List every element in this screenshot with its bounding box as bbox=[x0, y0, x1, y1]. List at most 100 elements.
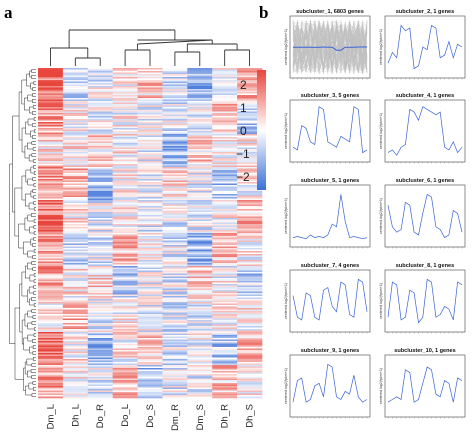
heatmap-cell bbox=[62, 237, 89, 240]
heatmap-cell bbox=[212, 354, 238, 357]
heatmap-cell bbox=[162, 113, 188, 115]
row-dendrogram bbox=[9, 69, 36, 397]
heatmap-cell bbox=[237, 158, 263, 160]
heatmap-cell bbox=[137, 68, 163, 70]
heatmap-cell bbox=[187, 195, 213, 198]
heatmap-cell bbox=[162, 368, 188, 370]
heatmap-cell bbox=[137, 329, 163, 331]
heatmap-cell bbox=[212, 318, 238, 321]
heatmap-cell bbox=[62, 107, 89, 109]
heatmap-cell bbox=[112, 80, 138, 82]
heatmap-cell bbox=[112, 167, 138, 169]
heatmap-cell bbox=[237, 153, 263, 156]
heatmap-cell bbox=[212, 221, 238, 223]
heatmap-cell bbox=[38, 327, 64, 330]
heatmap-cell bbox=[62, 105, 89, 108]
heatmap-cell bbox=[62, 206, 89, 208]
column-label: Dm_S bbox=[195, 404, 206, 430]
heatmap-cell bbox=[187, 248, 213, 250]
heatmap-cell bbox=[87, 71, 113, 73]
heatmap-cell bbox=[137, 98, 163, 100]
heatmap-cell bbox=[237, 143, 263, 145]
heatmap-cell bbox=[38, 147, 64, 150]
heatmap-cell bbox=[237, 227, 263, 229]
heatmap-cell bbox=[62, 387, 89, 390]
heatmap-cell bbox=[237, 93, 263, 96]
heatmap-cell bbox=[62, 242, 89, 244]
heatmap-cell bbox=[62, 156, 89, 159]
heatmap-cell bbox=[62, 222, 89, 225]
heatmap-cell bbox=[212, 83, 238, 85]
heatmap-cell bbox=[212, 99, 238, 102]
heatmap-cell bbox=[112, 126, 138, 129]
heatmap-cell bbox=[137, 384, 163, 387]
heatmap-cell bbox=[237, 108, 263, 111]
heatmap-cell bbox=[137, 393, 163, 396]
heatmap-cell bbox=[162, 260, 188, 262]
heatmap-cell bbox=[162, 266, 188, 268]
heatmap-cell bbox=[187, 284, 213, 286]
heatmap-cell bbox=[162, 152, 188, 154]
heatmap-cell bbox=[112, 351, 138, 354]
heatmap-cell bbox=[87, 167, 113, 169]
heatmap-cell bbox=[137, 93, 163, 96]
heatmap-cell bbox=[137, 210, 163, 213]
heatmap-cell bbox=[62, 140, 89, 142]
heatmap-cell bbox=[38, 374, 64, 376]
heatmap-cell bbox=[38, 390, 64, 393]
heatmap-cell bbox=[62, 330, 89, 333]
heatmap-cell bbox=[62, 255, 89, 258]
heatmap-cell bbox=[187, 203, 213, 205]
heatmap-cell bbox=[112, 174, 138, 177]
heatmap-cell bbox=[62, 354, 89, 357]
heatmap-cell bbox=[112, 198, 138, 201]
heatmap-cell bbox=[187, 269, 213, 271]
heatmap-cell bbox=[187, 143, 213, 145]
heatmap-cell bbox=[112, 164, 138, 166]
heatmap-cell bbox=[237, 236, 263, 238]
heatmap-cell bbox=[62, 369, 89, 372]
heatmap-cell bbox=[38, 216, 64, 219]
heatmap-cell bbox=[62, 315, 89, 318]
heatmap-cell bbox=[187, 236, 213, 238]
heatmap-cell bbox=[62, 351, 89, 354]
heatmap-cell bbox=[112, 210, 138, 213]
heatmap-cell bbox=[137, 149, 163, 151]
heatmap-cell bbox=[137, 291, 163, 294]
heatmap-cell bbox=[162, 83, 188, 85]
heatmap-cell bbox=[237, 192, 263, 195]
heatmap-cell bbox=[62, 75, 89, 78]
heatmap-cell bbox=[212, 291, 238, 294]
heatmap-cell bbox=[187, 245, 213, 247]
heatmap-cell bbox=[187, 138, 213, 141]
heatmap-cell bbox=[112, 360, 138, 363]
heatmap-cell bbox=[112, 71, 138, 73]
heatmap-cell bbox=[62, 389, 89, 391]
heatmap-cell bbox=[87, 386, 113, 388]
heatmap-cell bbox=[112, 81, 138, 84]
heatmap-cell bbox=[112, 356, 138, 358]
heatmap-cell bbox=[237, 174, 263, 177]
heatmap-cell bbox=[112, 218, 138, 220]
heatmap-cell bbox=[87, 159, 113, 162]
heatmap-cell bbox=[38, 75, 64, 78]
heatmap-cell bbox=[237, 147, 263, 150]
heatmap-cell bbox=[112, 266, 138, 268]
heatmap-cell bbox=[38, 302, 64, 304]
heatmap-cell bbox=[38, 164, 64, 166]
heatmap-cell bbox=[87, 101, 113, 103]
heatmap-cell bbox=[112, 251, 138, 253]
heatmap-cell bbox=[212, 68, 238, 70]
heatmap-cell bbox=[62, 260, 89, 262]
heatmap-cell bbox=[162, 288, 188, 291]
heatmap-cell bbox=[38, 89, 64, 91]
heatmap-cell bbox=[212, 135, 238, 138]
heatmap-cell bbox=[237, 291, 263, 294]
heatmap-cell bbox=[62, 348, 89, 351]
heatmap-cell bbox=[162, 72, 188, 75]
heatmap-cell bbox=[87, 92, 113, 94]
heatmap-cell bbox=[187, 243, 213, 246]
heatmap-cell bbox=[62, 344, 89, 346]
heatmap-cell bbox=[62, 282, 89, 285]
heatmap-cell bbox=[87, 296, 113, 298]
